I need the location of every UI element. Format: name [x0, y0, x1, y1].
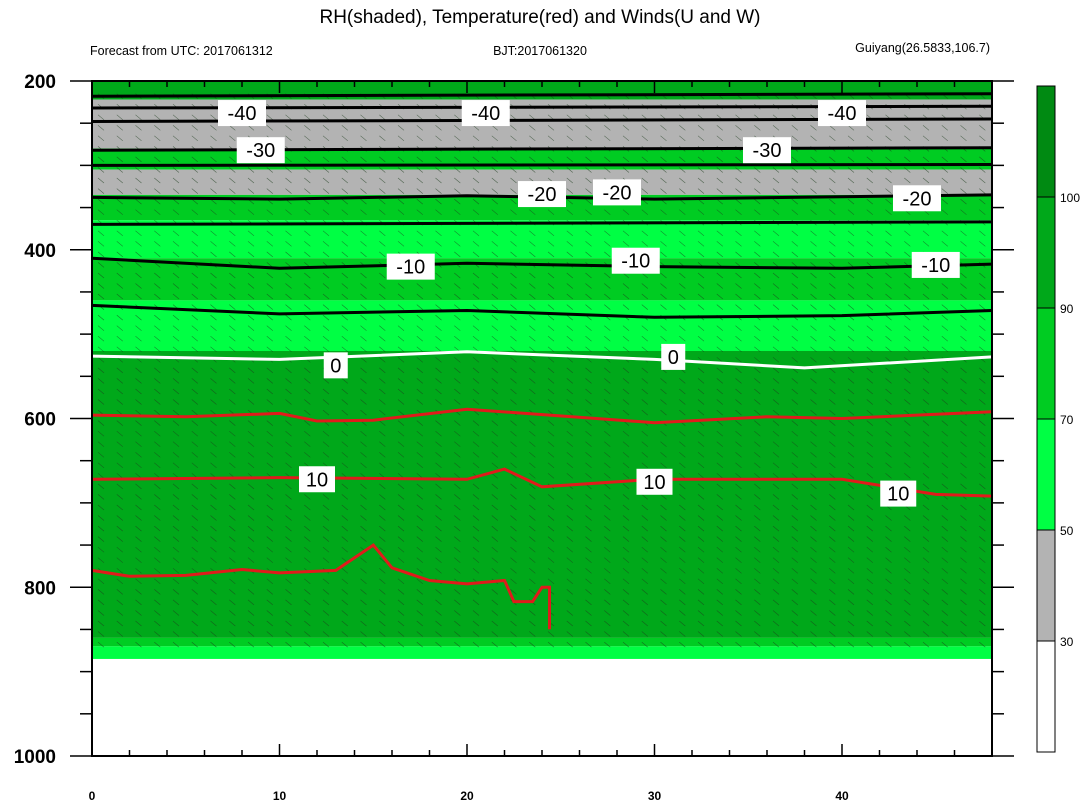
contour-label-box-3-0	[236, 137, 285, 164]
colorbar-swatch-4	[1036, 196, 1056, 309]
rh-no-data-region	[92, 658, 992, 756]
colorbar: 30 50 70 90 100	[1036, 85, 1080, 753]
contour-label-box-11-1	[636, 468, 673, 495]
contour-label-box-5-0	[518, 181, 566, 208]
contour-label-box-7-0	[386, 253, 435, 280]
contour-label-11-2: 10	[887, 484, 909, 506]
contour-label-3-0: -30	[246, 140, 275, 162]
colorbar-swatch-5	[1036, 85, 1056, 198]
y-tick-label-0: 200	[24, 72, 56, 93]
x-tick-label-4: 40	[835, 789, 849, 803]
contour-label-5-2: -20	[903, 188, 932, 210]
y-tick-label-3: 800	[24, 578, 56, 599]
colorbar-swatch-3	[1036, 307, 1056, 420]
temperature-contour-12	[91, 543, 551, 630]
contour-label-7-0: -10	[396, 257, 425, 279]
contour-label-box-3-1	[743, 137, 791, 164]
contour-label-box-7-2	[911, 251, 960, 278]
rh-band-11	[92, 646, 992, 659]
colorbar-label-2: 70	[1060, 413, 1074, 427]
contour-label-0-1: -40	[471, 103, 500, 125]
forecast-time-label: Forecast from UTC: 2017061312	[90, 44, 273, 58]
contour-label-box-11-2	[880, 480, 917, 507]
temperature-contour-8	[91, 303, 993, 319]
contour-label-box-7-1	[611, 247, 660, 274]
temperature-contour-0	[91, 92, 993, 98]
contour-label-9-0: 0	[330, 355, 341, 377]
rh-band-10	[92, 637, 992, 647]
contour-label-box-5-1	[593, 179, 641, 206]
contour-label-0-0: -40	[228, 103, 257, 125]
temperature-contour-5	[91, 193, 993, 201]
colorbar-label-3: 90	[1060, 302, 1074, 316]
contour-label-5-0: -20	[528, 184, 557, 206]
colorbar-label-0: 30	[1060, 635, 1074, 649]
temperature-contour-9	[91, 350, 993, 370]
y-tick-labels: 200 400 600 800 1000	[14, 72, 56, 768]
rh-band-8	[92, 300, 992, 351]
temperature-contour-10	[91, 407, 993, 425]
y-tick-label-1: 400	[24, 241, 56, 262]
contour-label-box-0-2	[818, 100, 866, 127]
contour-label-11-0: 10	[306, 469, 328, 491]
colorbar-swatch-1	[1036, 529, 1056, 642]
temperature-contour-6	[91, 220, 993, 226]
rh-shading	[92, 81, 992, 756]
contour-label-box-11-0	[299, 466, 335, 493]
x-tick-labels: 0 10 20 30 40	[89, 789, 849, 803]
colorbar-label-4: 100	[1060, 191, 1080, 205]
rh-band-6	[92, 220, 992, 259]
contour-label-7-2: -10	[921, 255, 950, 277]
chart-title: RH(shaded), Temperature(red) and Winds(U…	[319, 7, 760, 28]
x-tick-label-0: 0	[89, 789, 96, 803]
contour-label-0-2: -40	[828, 103, 857, 125]
x-tick-label-2: 20	[460, 789, 474, 803]
contour-label-5-1: -20	[603, 182, 632, 204]
contour-label-box-9-1	[661, 343, 686, 370]
location-label: Guiyang(26.5833,106.7)	[855, 41, 990, 55]
colorbar-swatch-0	[1036, 640, 1056, 753]
colorbar-swatch-2	[1036, 418, 1056, 531]
contour-label-box-0-0	[218, 100, 266, 127]
y-tick-label-2: 600	[24, 410, 56, 431]
x-tick-label-3: 30	[648, 789, 662, 803]
contour-label-11-1: 10	[643, 472, 665, 494]
rh-band-9	[92, 351, 992, 638]
y-tick-label-4: 1000	[14, 747, 56, 768]
temperature-contour-4	[91, 163, 993, 167]
contour-label-box-5-2	[893, 185, 941, 212]
colorbar-label-1: 50	[1060, 524, 1074, 538]
contour-labels: -40 -40 -40 -30 -30 -20 -20 -20 -10 -10 -10 0 0 10 10 1…	[218, 100, 960, 507]
temperature-contour-7	[91, 256, 993, 270]
contour-label-7-1: -10	[621, 251, 650, 273]
contour-label-box-9-0	[323, 352, 348, 379]
contour-label-3-1: -30	[753, 140, 782, 162]
axes	[70, 80, 1014, 757]
contour-label-9-1: 0	[668, 347, 679, 369]
x-tick-label-1: 10	[273, 789, 287, 803]
bjt-time-label: BJT:2017061320	[493, 44, 587, 58]
contour-label-box-0-1	[461, 100, 510, 127]
